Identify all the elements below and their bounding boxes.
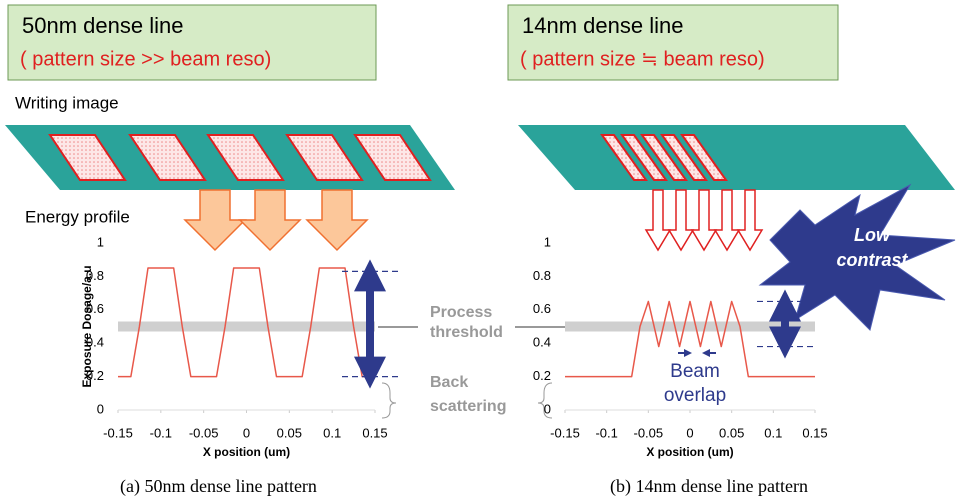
caption: (a) 50nm dense line pattern xyxy=(120,476,317,497)
x-tick-label: -0.1 xyxy=(595,425,617,440)
y-tick-label: 0.4 xyxy=(533,335,551,350)
x-tick-label: 0 xyxy=(686,425,693,440)
x-tick-label: 0.15 xyxy=(362,425,387,440)
caption: (b) 14nm dense line pattern xyxy=(610,476,808,497)
threshold-band xyxy=(565,322,815,332)
y-tick-label: 0 xyxy=(544,401,551,416)
energy-arrows xyxy=(646,190,762,250)
scatter-label: Back xyxy=(430,374,468,391)
x-tick-label: -0.1 xyxy=(150,425,172,440)
overlap-label: overlap xyxy=(664,385,726,406)
chart-subtitle: ( pattern size >> beam reso) xyxy=(20,48,271,70)
contrast-note: Low xyxy=(854,225,891,245)
chart-title: 14nm dense line xyxy=(522,13,683,38)
y-tick-label: 0.6 xyxy=(86,301,104,316)
x-axis-label: X position (um) xyxy=(203,445,290,459)
y-tick-label: 0.2 xyxy=(533,368,551,383)
x-tick-label: -0.05 xyxy=(189,425,219,440)
bracket xyxy=(382,383,396,418)
threshold-band xyxy=(118,322,375,332)
x-tick-label: -0.15 xyxy=(103,425,133,440)
energy-label: Energy profile xyxy=(25,207,130,226)
x-axis-label: X position (um) xyxy=(646,445,733,459)
y-tick-label: 0.6 xyxy=(533,301,551,316)
chart-subtitle: ( pattern size ≒ beam reso) xyxy=(520,48,765,70)
y-tick-label: 0.2 xyxy=(86,368,104,383)
y-tick-label: 1 xyxy=(544,234,551,249)
x-tick-label: 0 xyxy=(243,425,250,440)
x-tick-label: -0.05 xyxy=(634,425,664,440)
x-tick-label: -0.15 xyxy=(550,425,580,440)
threshold-label: Process xyxy=(430,304,492,321)
y-tick-label: 0.8 xyxy=(533,268,551,283)
scatter-label: scattering xyxy=(430,398,506,415)
figure: 50nm dense line ( pattern size >> beam re… xyxy=(0,0,965,500)
writing-band xyxy=(518,125,955,190)
x-tick-label: 0.05 xyxy=(719,425,744,440)
x-tick-label: 0.05 xyxy=(277,425,302,440)
y-tick-label: 0 xyxy=(97,401,104,416)
contrast-note: contrast xyxy=(836,250,908,270)
x-tick-label: 0.1 xyxy=(764,425,782,440)
overlap-label: Beam xyxy=(670,361,720,382)
y-tick-label: 0.8 xyxy=(86,268,104,283)
y-tick-label: 1 xyxy=(97,234,104,249)
writing-label: Writing image xyxy=(15,93,119,112)
threshold-label: threshold xyxy=(430,324,503,341)
x-tick-label: 0.1 xyxy=(323,425,341,440)
chart-title: 50nm dense line xyxy=(22,13,183,38)
energy-arrows xyxy=(185,190,367,250)
y-tick-label: 0.4 xyxy=(86,335,104,350)
x-tick-label: 0.15 xyxy=(802,425,827,440)
